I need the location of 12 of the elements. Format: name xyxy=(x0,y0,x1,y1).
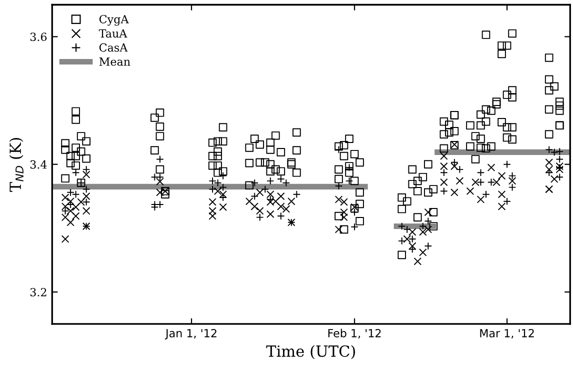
legend-label: Mean xyxy=(99,58,130,66)
x-tick-label: Mar 1, '12 xyxy=(480,328,534,339)
x-tick-label: Feb 1, '12 xyxy=(328,328,381,339)
legend-label: CygA xyxy=(99,14,129,26)
y-tick-label: 3.2 xyxy=(30,288,46,296)
x-tick-label: Jan 1, '12 xyxy=(164,328,216,340)
y-tick-label: 3.4 xyxy=(30,160,47,169)
legend-label: TauA xyxy=(98,29,128,38)
x-axis-title: Time (UTC) xyxy=(266,345,355,360)
y-axis-title: T$_{ND}$ (K) xyxy=(9,138,24,192)
y-tick-label: 3.6 xyxy=(30,32,47,42)
legend-label: CasA xyxy=(99,43,128,52)
